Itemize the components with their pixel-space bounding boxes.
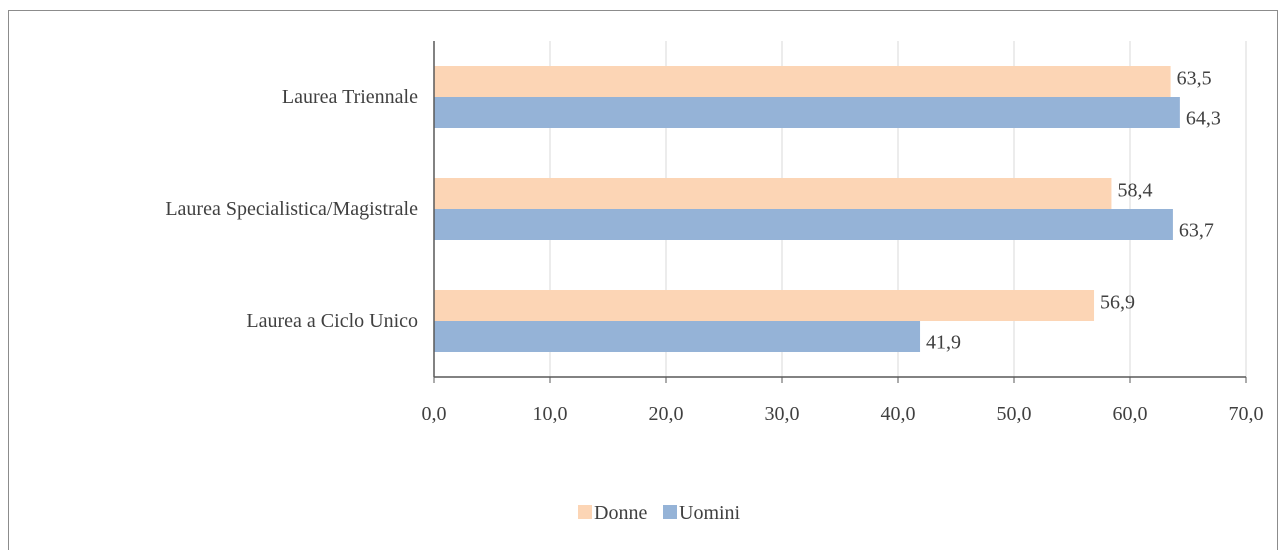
legend-swatch	[663, 505, 677, 519]
bar-chart: 63,5 64,3 Laurea Triennale 58,4 63,7 Laurea S…	[165, 41, 1264, 524]
legend-label: Uomini	[679, 502, 741, 524]
category-label: Laurea Specialistica/Magistrale	[165, 198, 418, 220]
x-tick-label: 70,0	[1229, 403, 1264, 425]
x-tick-label: 20,0	[649, 403, 684, 425]
x-tick-label: 50,0	[997, 403, 1032, 425]
bar	[434, 290, 1095, 321]
x-tick-label: 0,0	[422, 403, 447, 425]
bar	[434, 66, 1171, 97]
category-label: Laurea a Ciclo Unico	[246, 310, 418, 332]
data-label: 64,3	[1186, 108, 1221, 130]
bar	[434, 178, 1112, 209]
data-label: 63,7	[1179, 220, 1214, 242]
legend-swatch	[578, 505, 592, 519]
x-tick-label: 60,0	[1113, 403, 1148, 425]
chart-frame: 63,5 64,3 Laurea Triennale 58,4 63,7 Laurea S…	[8, 10, 1278, 550]
legend-label: Donne	[594, 502, 647, 524]
x-tick-label: 10,0	[533, 403, 568, 425]
x-tick-label: 30,0	[765, 403, 800, 425]
data-label: 56,9	[1100, 292, 1135, 314]
x-tick-label: 40,0	[881, 403, 916, 425]
data-label: 41,9	[926, 332, 961, 354]
category-label: Laurea Triennale	[282, 86, 418, 108]
data-label: 63,5	[1177, 68, 1212, 90]
bar	[434, 321, 921, 352]
bar	[434, 97, 1180, 128]
data-label: 58,4	[1117, 180, 1152, 202]
bar	[434, 209, 1173, 240]
